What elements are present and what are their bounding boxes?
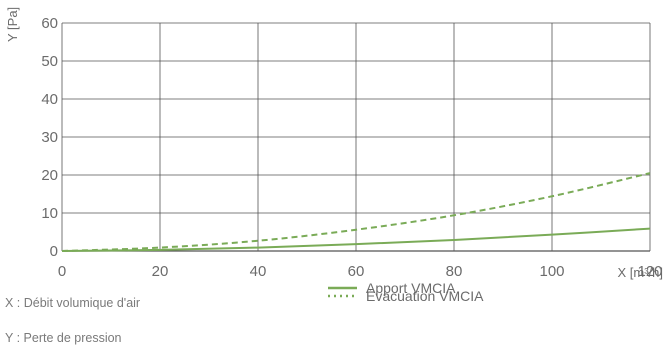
x-tick-label: 100: [539, 263, 564, 280]
series-line-0: [61, 227, 651, 252]
y-tick-label: 0: [50, 243, 58, 260]
legend-label-apport: Apport VMCIA: [366, 280, 456, 296]
y-tick-label: 40: [41, 91, 58, 108]
legend: Apport VMCIA Évacuation VMCIA: [328, 280, 484, 304]
x-tick-label: 40: [250, 263, 267, 280]
y-tick-label: 60: [41, 15, 58, 32]
y-tick-label: 30: [41, 129, 58, 146]
x-tick-label: 120: [637, 263, 662, 280]
y-tick-label: 10: [41, 205, 58, 222]
x-tick-label: 60: [348, 263, 365, 280]
y-axis-note: Y : Perte de pression: [5, 331, 122, 345]
tick-labels: 0 10 20 30 40 50 60 0 20 40 60 80 100 120: [41, 15, 662, 280]
x-axis-note: X : Débit volumique d'air: [5, 296, 141, 310]
grid: [61, 22, 651, 252]
x-tick-label: 20: [152, 263, 169, 280]
y-tick-label: 50: [41, 53, 58, 70]
legend-label-evacuation: Évacuation VMCIA: [366, 288, 484, 304]
y-axis-title: Y [Pa]: [5, 7, 20, 42]
y-tick-label: 20: [41, 167, 58, 184]
x-tick-label: 0: [58, 263, 66, 280]
series-line-1: [61, 172, 651, 252]
x-axis-title: X [m³/h]: [617, 265, 663, 280]
x-tick-label: 80: [446, 263, 463, 280]
series-lines: [61, 172, 651, 252]
